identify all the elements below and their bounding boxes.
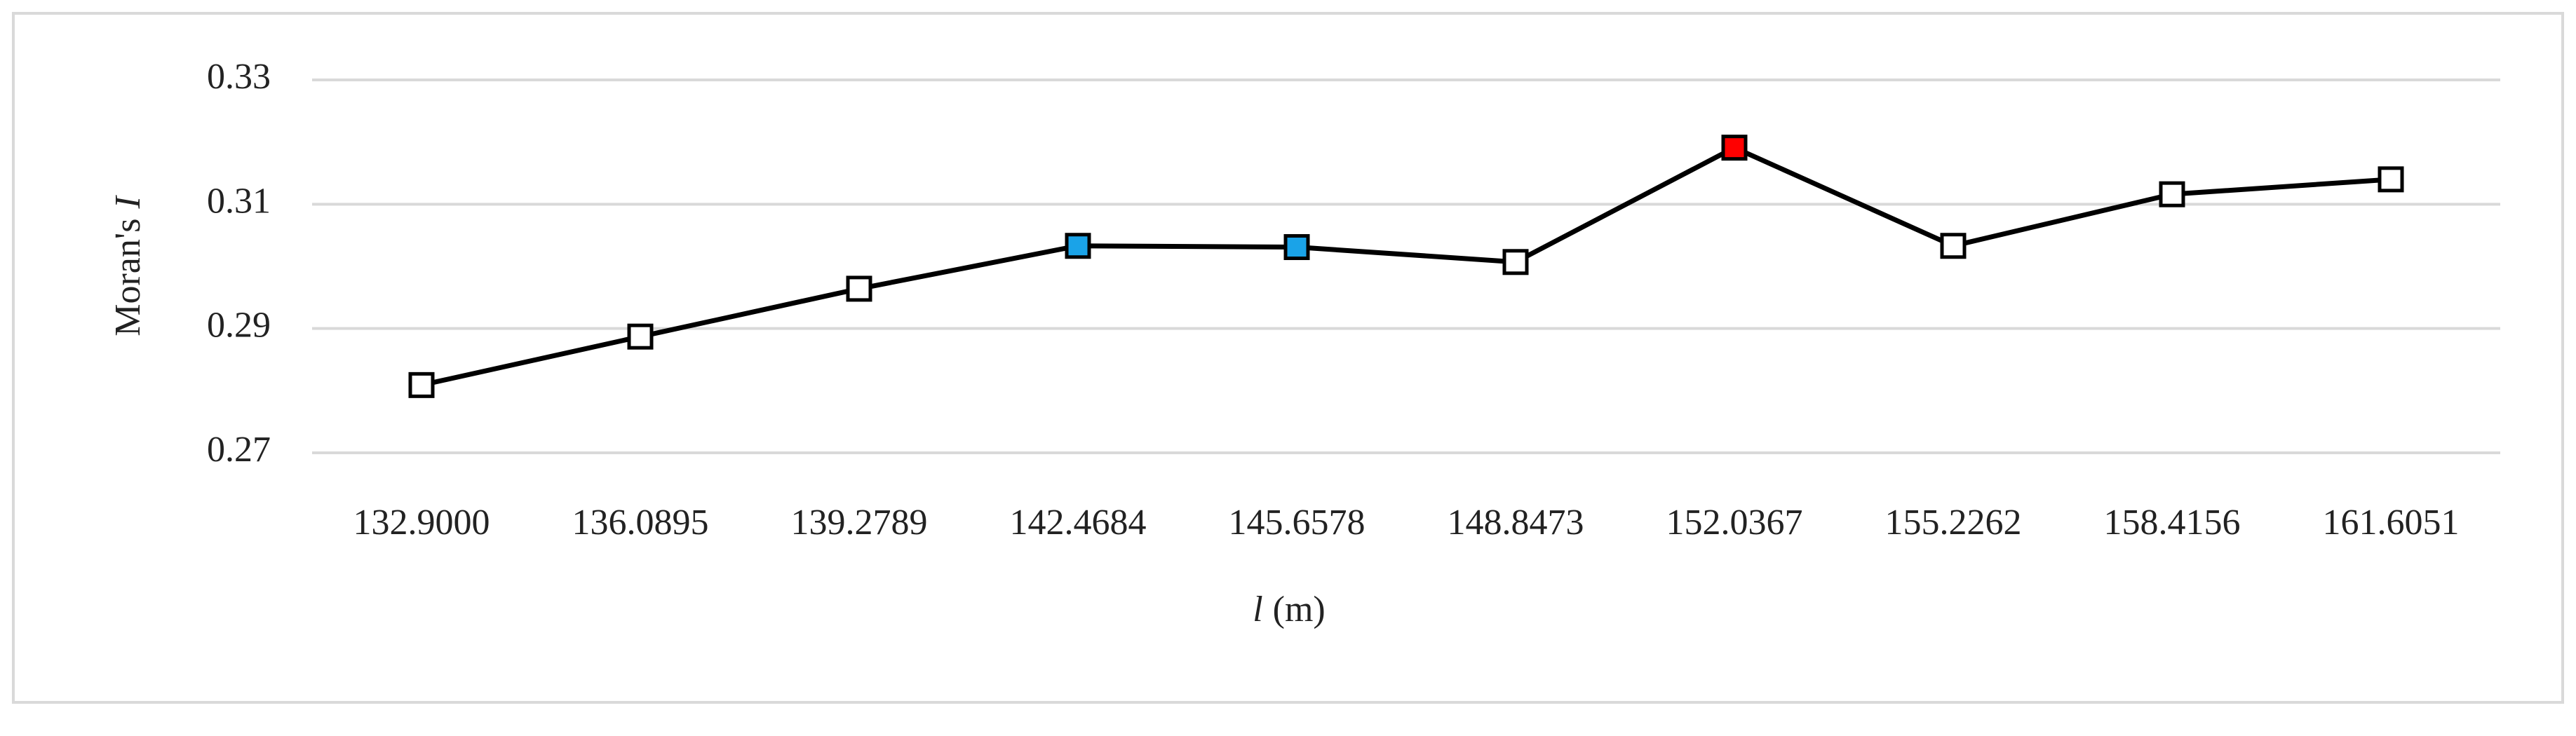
x-tick-label: 136.0895	[572, 503, 709, 543]
x-tick-label: 139.2789	[791, 503, 928, 543]
data-marker	[1502, 249, 1529, 275]
data-marker	[627, 323, 654, 350]
data-marker	[2159, 181, 2185, 207]
y-tick-label: 0.31	[207, 181, 271, 221]
data-marker	[846, 275, 872, 302]
y-tick-label: 0.33	[207, 57, 271, 97]
x-axis-symbol: l	[1253, 590, 1262, 629]
data-marker	[1721, 135, 1748, 161]
y-axis-label: Moran's I	[108, 195, 148, 336]
data-marker	[1283, 234, 1310, 261]
data-marker	[2378, 166, 2404, 193]
x-tick-label: 145.6578	[1229, 503, 1365, 543]
x-tick-label: 142.4684	[1010, 503, 1147, 543]
chart-frame	[12, 12, 2564, 704]
data-marker	[408, 372, 435, 398]
y-tick-label: 0.29	[207, 306, 271, 346]
x-tick-label: 161.6051	[2323, 503, 2460, 543]
data-marker	[1940, 233, 1967, 259]
y-tick-label: 0.27	[207, 430, 271, 470]
x-axis-unit: (m)	[1273, 590, 1326, 629]
x-tick-label: 132.9000	[353, 503, 490, 543]
y-axis-symbol: I	[108, 195, 148, 210]
x-tick-label: 148.8473	[1448, 503, 1584, 543]
x-tick-label: 158.4156	[2104, 503, 2241, 543]
y-axis-name: Moran's	[108, 219, 148, 336]
x-axis-label: l (m)	[1253, 590, 1326, 629]
data-line	[421, 145, 2392, 388]
x-tick-label: 152.0367	[1666, 503, 1803, 543]
data-marker	[1065, 233, 1091, 259]
x-tick-label: 155.2262	[1885, 503, 2022, 543]
